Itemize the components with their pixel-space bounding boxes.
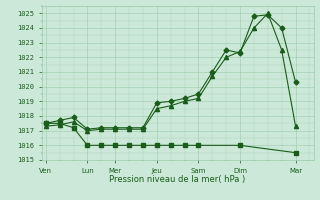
X-axis label: Pression niveau de la mer( hPa ): Pression niveau de la mer( hPa ) bbox=[109, 175, 246, 184]
